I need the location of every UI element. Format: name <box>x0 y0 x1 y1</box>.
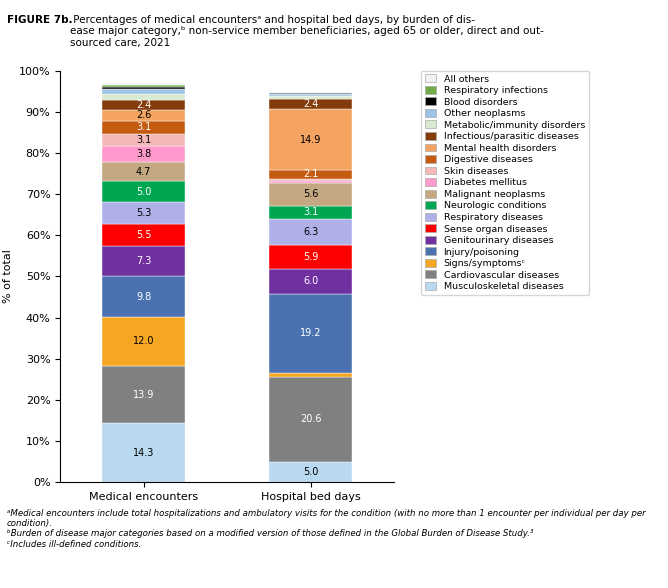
Text: 5.3: 5.3 <box>136 208 152 218</box>
Text: 12.0: 12.0 <box>133 336 154 346</box>
Bar <box>269 462 353 482</box>
Text: 2.1: 2.1 <box>303 169 319 179</box>
Bar <box>102 87 186 89</box>
Bar <box>102 202 186 223</box>
Text: 3.8: 3.8 <box>136 149 151 159</box>
Text: 3.1: 3.1 <box>303 208 318 218</box>
Text: 3.1: 3.1 <box>136 135 151 145</box>
Text: 2.4: 2.4 <box>303 99 319 109</box>
Bar <box>269 93 353 94</box>
Text: 3.1: 3.1 <box>136 122 151 132</box>
Text: 6.0: 6.0 <box>303 276 318 286</box>
Text: 13.9: 13.9 <box>133 390 154 400</box>
Bar <box>269 179 353 181</box>
Bar <box>102 146 186 162</box>
Text: 19.2: 19.2 <box>300 328 321 338</box>
Text: 5.5: 5.5 <box>136 230 152 240</box>
Bar <box>102 223 186 246</box>
Bar <box>269 206 353 219</box>
Text: 9.8: 9.8 <box>136 292 151 302</box>
Text: 5.9: 5.9 <box>303 252 319 262</box>
Text: 4.7: 4.7 <box>136 166 152 176</box>
Bar <box>102 100 186 110</box>
Bar <box>102 133 186 146</box>
Bar <box>269 219 353 245</box>
Bar <box>102 89 186 94</box>
Bar <box>102 246 186 276</box>
Bar <box>102 94 186 100</box>
Bar <box>269 245 353 269</box>
Bar <box>102 423 186 482</box>
Bar <box>102 317 186 366</box>
Bar <box>102 85 186 87</box>
Bar <box>102 83 186 85</box>
Text: ᵃMedical encounters include total hospitalizations and ambulatory visits for the: ᵃMedical encounters include total hospit… <box>7 509 645 549</box>
Text: 2.6: 2.6 <box>136 111 152 121</box>
Bar <box>269 99 353 109</box>
Text: 7.3: 7.3 <box>136 256 152 266</box>
Bar <box>269 170 353 179</box>
Bar <box>102 162 186 181</box>
Bar <box>269 181 353 183</box>
Bar <box>102 121 186 133</box>
Bar <box>269 293 353 373</box>
Bar <box>269 377 353 462</box>
Text: 5.0: 5.0 <box>136 186 152 196</box>
Bar <box>102 110 186 121</box>
Text: 14.9: 14.9 <box>300 135 321 145</box>
Text: 14.3: 14.3 <box>133 447 154 457</box>
Text: Percentages of medical encountersᵃ and hospital bed days, by burden of dis-
ease: Percentages of medical encountersᵃ and h… <box>70 15 544 48</box>
Bar <box>269 269 353 293</box>
Text: FIGURE 7b.: FIGURE 7b. <box>7 15 72 25</box>
Bar <box>102 366 186 423</box>
Text: 5.6: 5.6 <box>303 189 319 199</box>
Bar <box>269 373 353 377</box>
Bar <box>269 109 353 170</box>
Text: 20.6: 20.6 <box>300 414 321 424</box>
Bar <box>269 96 353 99</box>
Bar <box>269 183 353 206</box>
Bar <box>269 94 353 96</box>
Y-axis label: % of total: % of total <box>3 249 13 303</box>
Legend: All others, Respiratory infections, Blood disorders, Other neoplasms, Metabolic/: All others, Respiratory infections, Bloo… <box>421 71 589 295</box>
Text: 2.4: 2.4 <box>136 100 152 110</box>
Bar <box>102 276 186 317</box>
Text: 6.3: 6.3 <box>303 227 318 237</box>
Text: 5.0: 5.0 <box>303 467 319 477</box>
Bar <box>102 181 186 202</box>
